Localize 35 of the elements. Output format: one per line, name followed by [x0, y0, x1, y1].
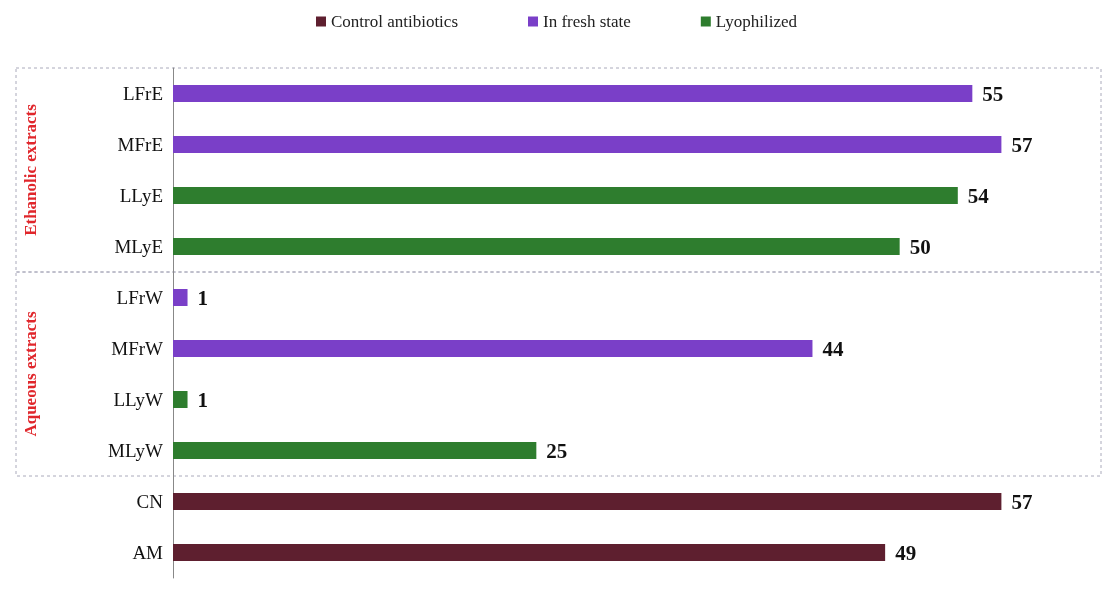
data-label: 55 [982, 81, 1004, 106]
text: Ethanolic extracts [20, 103, 40, 236]
bar [173, 340, 813, 357]
bar [173, 391, 188, 408]
bar [173, 136, 1002, 153]
data-label: 25 [546, 438, 568, 463]
bar [173, 85, 973, 102]
data-label: 44 [822, 336, 844, 361]
data-label: 49 [895, 540, 917, 565]
data-label: 1 [197, 285, 209, 310]
y-tick-label: LLyE [119, 185, 163, 206]
data-label: 57 [1011, 489, 1033, 514]
bar [173, 544, 886, 561]
y-tick-label: AM [132, 542, 164, 563]
y-tick-label: MFrE [117, 134, 163, 155]
legend-label: In fresh state [543, 12, 631, 31]
y-tick-label: MFrW [111, 338, 164, 359]
bar [173, 289, 188, 306]
data-label: 57 [1011, 132, 1033, 157]
data-label: 54 [967, 183, 990, 208]
bar [173, 187, 958, 204]
data-label: 1 [197, 387, 209, 412]
bar [173, 493, 1002, 510]
legend-label: Lyophilized [715, 12, 798, 31]
y-tick-label: MLyW [108, 440, 164, 461]
y-tick-label: CN [136, 491, 164, 512]
legend-label: Control antibiotics [330, 12, 459, 31]
bar [173, 442, 537, 459]
y-tick-label: LFrE [122, 83, 163, 104]
bar [173, 238, 900, 255]
text: Aqueous extracts [20, 311, 40, 437]
y-tick-label: LFrW [116, 287, 164, 308]
y-tick-label: LLyW [113, 389, 164, 410]
data-label: 50 [909, 234, 931, 259]
y-tick-label: MLyE [114, 236, 163, 257]
